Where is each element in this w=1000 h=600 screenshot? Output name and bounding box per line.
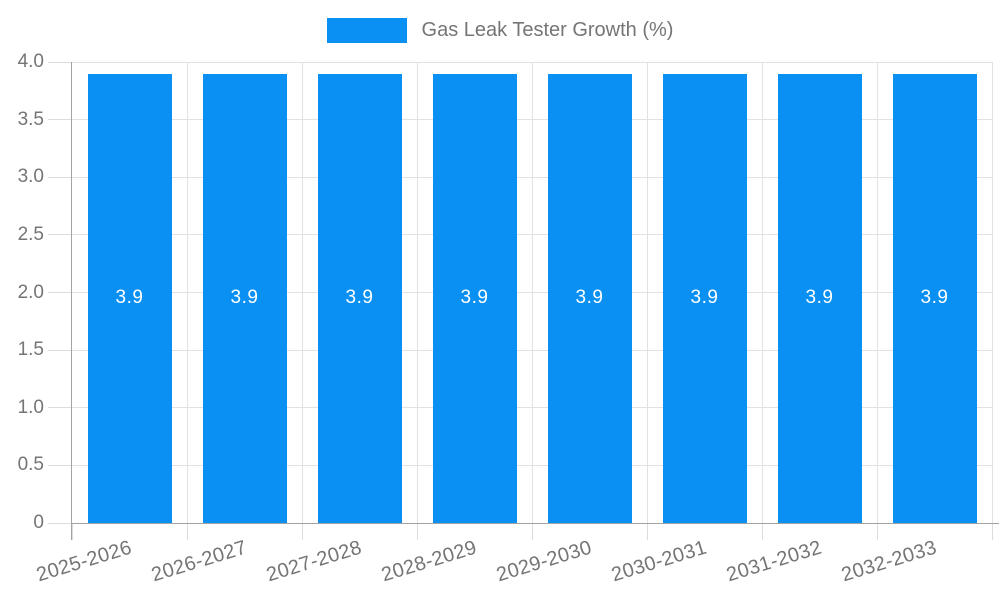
y-tick-label: 3.5 (17, 108, 44, 130)
x-gridline (531, 62, 533, 523)
bar-value-label: 3.9 (920, 287, 949, 309)
bar-value-label: 3.9 (345, 287, 374, 309)
bar: 3.9 (662, 73, 747, 523)
x-gridline (646, 62, 648, 523)
x-tick (301, 523, 303, 540)
y-tick (48, 464, 72, 466)
y-tick (48, 61, 72, 63)
legend-label: Gas Leak Tester Growth (%) (421, 19, 674, 41)
x-gridline (186, 62, 188, 523)
x-gridline (991, 62, 993, 523)
y-tick (48, 234, 72, 236)
y-tick-label: 1.0 (17, 396, 44, 418)
y-tick-label: 3.0 (17, 166, 44, 188)
x-tick (531, 523, 533, 540)
bar-value-label: 3.9 (575, 287, 604, 309)
bar: 3.9 (202, 73, 287, 523)
x-tick (876, 523, 878, 540)
bar-value-label: 3.9 (115, 287, 144, 309)
x-tick-label: 2032-2033 (839, 536, 940, 587)
bar: 3.9 (432, 73, 517, 523)
x-gridline (876, 62, 878, 523)
y-tick (48, 119, 72, 121)
x-axis-line (71, 523, 999, 524)
y-tick-label: 0 (33, 512, 44, 533)
y-tick-label: 1.5 (17, 339, 44, 361)
y-tick-label: 2.0 (17, 281, 44, 303)
bar-value-label: 3.9 (230, 287, 259, 309)
y-tick (48, 407, 72, 409)
y-axis-line (71, 62, 72, 540)
plot-area: 0 0.5 1.0 1.5 2.0 2.5 3.0 3.5 4.0 3.9 3.9 3.9 3.9 3.9… (18, 51, 999, 586)
x-gridline (301, 62, 303, 523)
x-tick (186, 523, 188, 540)
bar-value-label: 3.9 (460, 287, 489, 309)
legend-swatch (326, 18, 407, 43)
y-tick (48, 292, 72, 293)
bar: 3.9 (777, 73, 862, 523)
bar: 3.9 (317, 73, 402, 523)
x-tick (416, 523, 418, 540)
legend-item[interactable]: Gas Leak Tester Growth (%) (0, 18, 1000, 43)
y-tick (48, 522, 72, 524)
y-tick-label: 0.5 (17, 454, 44, 476)
bar: 3.9 (87, 73, 172, 523)
x-tick (646, 523, 648, 540)
bar: 3.9 (547, 73, 632, 523)
bar: 3.9 (892, 73, 977, 523)
y-tick (48, 176, 72, 178)
x-tick (71, 523, 73, 540)
bar-value-label: 3.9 (805, 287, 834, 309)
x-gridline (416, 62, 418, 523)
y-tick-label: 2.5 (17, 223, 44, 245)
x-gridline (761, 62, 763, 523)
bar-value-label: 3.9 (690, 287, 719, 309)
y-tick-label: 4.0 (17, 51, 44, 72)
x-tick (761, 523, 763, 540)
x-tick (991, 523, 993, 540)
y-tick (48, 349, 72, 351)
